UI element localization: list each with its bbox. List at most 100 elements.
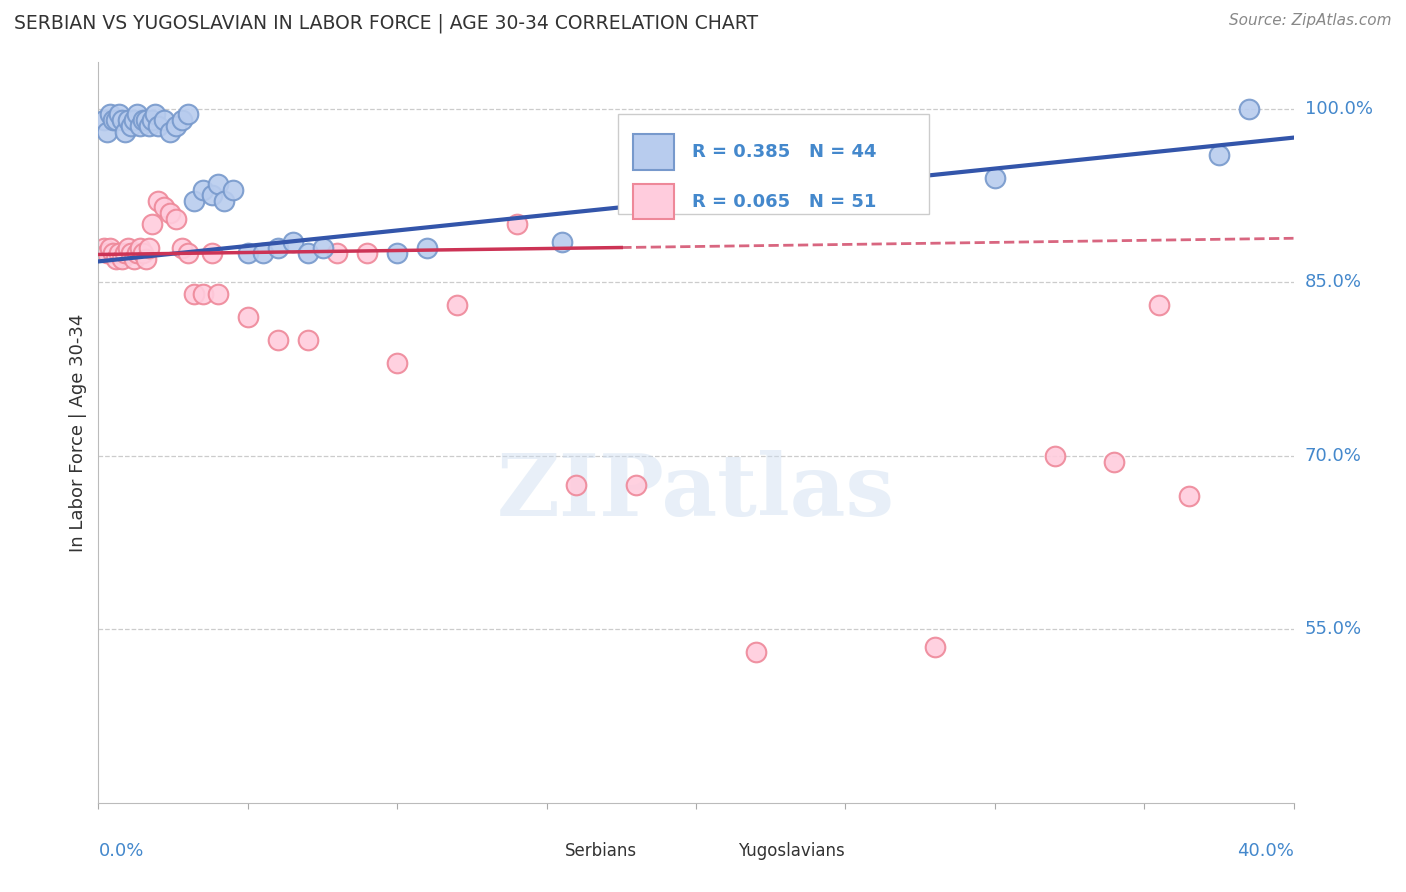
Point [135,113,157,128]
Text: 70.0%: 70.0% [1305,447,1361,465]
Point [984,171,1007,186]
Point [108,107,131,121]
Point [1147,298,1170,312]
Text: Serbians: Serbians [565,842,637,860]
Point [1043,449,1066,463]
FancyBboxPatch shape [633,184,675,219]
Text: 55.0%: 55.0% [1305,620,1362,639]
Point [93,113,115,128]
Point [550,235,572,249]
Point [834,177,856,191]
Point [356,246,378,260]
Point [446,298,468,312]
Point [135,252,157,266]
FancyBboxPatch shape [633,134,675,169]
Point [1178,489,1201,503]
Point [98,240,122,254]
Point [297,333,319,347]
Point [212,194,235,209]
Point [165,119,187,133]
Point [114,246,136,260]
Point [159,206,181,220]
Point [191,286,214,301]
Point [1237,102,1260,116]
Point [105,113,128,128]
Point [326,246,349,260]
Point [311,240,333,254]
Point [120,119,142,133]
Point [96,125,118,139]
Point [177,107,200,121]
Point [132,246,155,260]
Point [745,183,768,197]
Point [120,246,142,260]
Point [297,246,319,260]
Text: 40.0%: 40.0% [1237,842,1294,860]
Point [153,113,176,128]
Point [165,211,187,226]
Point [96,246,118,260]
FancyBboxPatch shape [523,844,553,860]
Text: ZIPatlas: ZIPatlas [496,450,896,533]
Point [506,218,529,232]
Point [281,235,304,249]
Point [236,246,259,260]
Point [124,252,146,266]
Text: R = 0.065   N = 51: R = 0.065 N = 51 [692,193,877,211]
Point [267,240,290,254]
Point [1104,454,1126,468]
Point [207,286,229,301]
Point [207,177,229,191]
Point [127,246,149,260]
Text: Source: ZipAtlas.com: Source: ZipAtlas.com [1229,13,1392,29]
Point [111,113,134,128]
Point [117,113,139,128]
Point [124,113,146,128]
Point [103,246,125,260]
Point [103,113,125,128]
FancyBboxPatch shape [696,844,725,860]
Point [108,246,131,260]
Point [138,119,160,133]
Point [117,240,139,254]
Point [416,240,439,254]
Y-axis label: In Labor Force | Age 30-34: In Labor Force | Age 30-34 [69,313,87,552]
Point [222,183,245,197]
Point [172,240,194,254]
Text: 100.0%: 100.0% [1305,100,1372,118]
Point [267,333,290,347]
Point [745,645,768,659]
Text: Yugoslavians: Yugoslavians [738,842,845,860]
Point [143,107,166,121]
Point [111,252,134,266]
Point [105,252,128,266]
Text: 0.0%: 0.0% [98,842,143,860]
Point [129,119,152,133]
Point [172,113,194,128]
Point [1208,148,1230,162]
Point [98,107,122,121]
Text: SERBIAN VS YUGOSLAVIAN IN LABOR FORCE | AGE 30-34 CORRELATION CHART: SERBIAN VS YUGOSLAVIAN IN LABOR FORCE | … [14,13,758,33]
Point [191,183,214,197]
Point [183,286,205,301]
Point [385,356,409,370]
Point [177,246,200,260]
Point [201,246,224,260]
Point [201,188,224,202]
Point [385,246,409,260]
Point [183,194,205,209]
Text: 85.0%: 85.0% [1305,273,1361,291]
Point [252,246,274,260]
Point [148,194,170,209]
Point [924,640,946,654]
Point [93,240,115,254]
Point [138,240,160,254]
Point [141,218,163,232]
Point [129,240,152,254]
Point [626,477,648,491]
Point [141,113,163,128]
Point [565,477,588,491]
Point [132,113,155,128]
Point [114,125,136,139]
Point [127,107,149,121]
